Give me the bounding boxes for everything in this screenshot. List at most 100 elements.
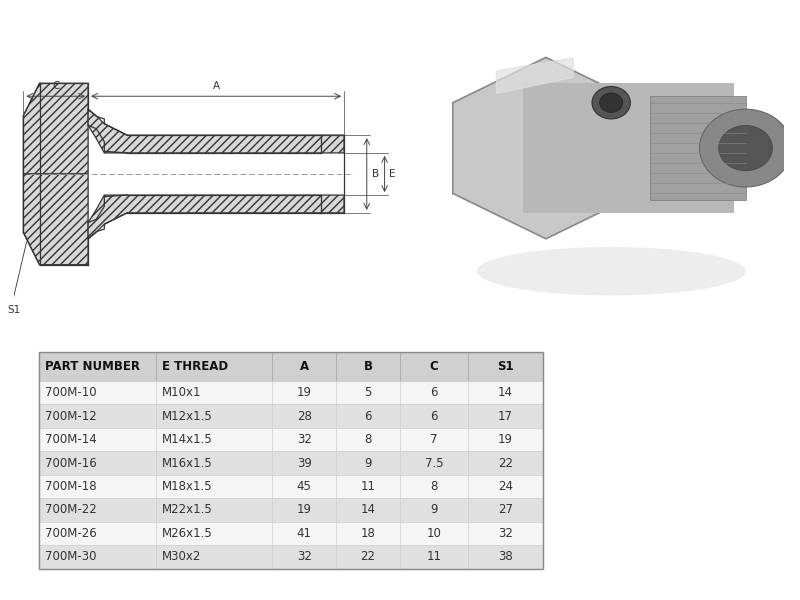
Text: 8: 8 (430, 480, 438, 493)
Bar (39, 352, 543, 569)
Polygon shape (88, 195, 344, 239)
Text: E: E (390, 169, 396, 179)
Bar (155, 404, 272, 428)
Bar (155, 545, 272, 569)
Text: 14: 14 (361, 503, 375, 517)
Bar (400, 428, 468, 451)
Text: M16x1.5: M16x1.5 (162, 457, 212, 470)
Text: A: A (213, 82, 220, 91)
Bar (400, 352, 468, 381)
Text: 700M-12: 700M-12 (45, 410, 97, 423)
Text: M14x1.5: M14x1.5 (162, 433, 212, 446)
Text: 19: 19 (297, 503, 312, 517)
Text: 22: 22 (361, 550, 375, 563)
Bar (155, 475, 272, 498)
Bar (400, 498, 468, 521)
Bar (336, 381, 400, 404)
Text: 18: 18 (361, 527, 375, 540)
Text: 19: 19 (297, 386, 312, 399)
Bar (272, 498, 336, 521)
Text: 11: 11 (426, 550, 442, 563)
Text: 8: 8 (364, 433, 372, 446)
Bar (468, 352, 543, 381)
Bar (400, 475, 468, 498)
Text: S1: S1 (7, 305, 20, 315)
Bar (272, 475, 336, 498)
Text: 22: 22 (498, 457, 513, 470)
Bar (336, 545, 400, 569)
Circle shape (699, 109, 792, 187)
Text: 6: 6 (430, 386, 438, 399)
Text: 32: 32 (297, 433, 311, 446)
Text: M26x1.5: M26x1.5 (162, 527, 212, 540)
Text: 700M-30: 700M-30 (45, 550, 97, 563)
Polygon shape (453, 58, 639, 239)
Text: M12x1.5: M12x1.5 (162, 410, 212, 423)
Bar (400, 404, 468, 428)
Text: 10: 10 (426, 527, 442, 540)
Text: 45: 45 (297, 480, 311, 493)
Text: B: B (372, 169, 378, 179)
Text: 32: 32 (498, 527, 513, 540)
Text: 32: 32 (297, 550, 311, 563)
Polygon shape (88, 109, 344, 153)
Text: M10x1: M10x1 (162, 386, 201, 399)
Polygon shape (23, 174, 88, 265)
Text: 11: 11 (361, 480, 375, 493)
Bar (155, 521, 272, 545)
Text: 9: 9 (364, 457, 372, 470)
Text: 28: 28 (297, 410, 311, 423)
Bar (523, 83, 734, 213)
Bar (468, 475, 543, 498)
Text: 700M-26: 700M-26 (45, 527, 97, 540)
Bar (468, 451, 543, 475)
Text: 700M-14: 700M-14 (45, 433, 97, 446)
Text: 700M-18: 700M-18 (45, 480, 97, 493)
Bar (39, 428, 155, 451)
Circle shape (600, 93, 622, 112)
Text: 41: 41 (297, 527, 312, 540)
Bar (336, 352, 400, 381)
Bar (468, 428, 543, 451)
Bar (400, 521, 468, 545)
Bar (272, 451, 336, 475)
Text: 700M-10: 700M-10 (45, 386, 97, 399)
Text: PART NUMBER: PART NUMBER (45, 360, 140, 373)
Text: 7.5: 7.5 (425, 457, 443, 470)
Text: M22x1.5: M22x1.5 (162, 503, 212, 517)
Bar (39, 404, 155, 428)
Bar (272, 521, 336, 545)
Text: S1: S1 (497, 360, 514, 373)
Text: 27: 27 (498, 503, 513, 517)
Text: 24: 24 (498, 480, 513, 493)
Text: 38: 38 (498, 550, 513, 563)
Polygon shape (23, 83, 88, 174)
Bar (155, 428, 272, 451)
Text: 700M-22: 700M-22 (45, 503, 97, 517)
Bar (39, 521, 155, 545)
Text: 9: 9 (430, 503, 438, 517)
Circle shape (718, 125, 773, 171)
Text: 700M-16: 700M-16 (45, 457, 97, 470)
Bar (336, 521, 400, 545)
Text: 6: 6 (364, 410, 372, 423)
Bar (468, 521, 543, 545)
Text: A: A (299, 360, 309, 373)
Text: B: B (363, 360, 373, 373)
Bar (155, 352, 272, 381)
Bar (468, 381, 543, 404)
Bar (272, 381, 336, 404)
Bar (39, 475, 155, 498)
Bar (39, 451, 155, 475)
Text: 6: 6 (430, 410, 438, 423)
Text: C: C (52, 82, 59, 91)
Text: 7: 7 (430, 433, 438, 446)
Text: M18x1.5: M18x1.5 (162, 480, 212, 493)
Bar (468, 545, 543, 569)
Text: 39: 39 (297, 457, 311, 470)
Text: C: C (430, 360, 438, 373)
Text: 17: 17 (498, 410, 513, 423)
Text: 5: 5 (364, 386, 372, 399)
Bar (468, 404, 543, 428)
Bar (39, 498, 155, 521)
